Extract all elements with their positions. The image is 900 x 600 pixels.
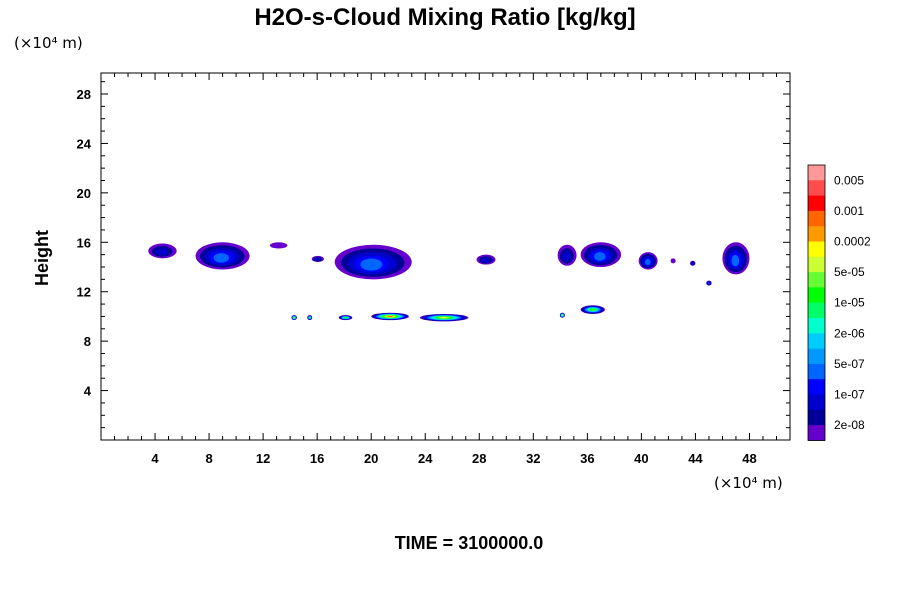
x-tick-label: 20 bbox=[364, 451, 378, 466]
upper-cloud-blob bbox=[195, 242, 250, 270]
x-tick-label: 12 bbox=[256, 451, 270, 466]
x-axis-unit: (×10⁴ m) bbox=[714, 474, 783, 492]
colorbar-swatch bbox=[808, 195, 825, 212]
colorbar-swatch bbox=[808, 394, 825, 411]
contour-band bbox=[481, 257, 490, 263]
y-tick-label: 16 bbox=[77, 235, 91, 250]
lower-cloud-blob bbox=[307, 315, 313, 321]
colorbar-swatch bbox=[808, 409, 825, 426]
upper-cloud-blob bbox=[334, 244, 412, 280]
time-label: TIME = 3100000.0 bbox=[395, 533, 544, 553]
upper-cloud-blob bbox=[670, 258, 676, 264]
y-tick-label: 20 bbox=[77, 186, 91, 201]
colorbar-swatch bbox=[808, 348, 825, 365]
y-tick-label: 24 bbox=[77, 136, 92, 151]
contour-band bbox=[155, 248, 169, 256]
colorbar-swatch bbox=[808, 363, 825, 380]
contour-band bbox=[670, 258, 676, 264]
lower-cloud-blob bbox=[419, 313, 469, 322]
lower-cloud-blob bbox=[559, 312, 565, 318]
contour-band bbox=[594, 252, 606, 261]
contour-band bbox=[213, 253, 230, 263]
cloud-contours bbox=[148, 242, 750, 322]
colorbar-label: 1e-07 bbox=[834, 388, 865, 402]
contour-band bbox=[441, 317, 448, 319]
upper-cloud-blob bbox=[706, 280, 712, 286]
upper-cloud-blob bbox=[311, 255, 324, 263]
x-tick-label: 32 bbox=[526, 451, 540, 466]
x-tick-label: 4 bbox=[151, 451, 159, 466]
lower-cloud-blob bbox=[580, 305, 605, 314]
upper-cloud-blob bbox=[557, 244, 577, 266]
colorbar-swatch bbox=[808, 180, 825, 196]
contour-band bbox=[293, 317, 295, 318]
y-axis-label: Height bbox=[32, 230, 52, 286]
colorbar-frame bbox=[807, 164, 826, 441]
upper-cloud-blob bbox=[269, 242, 288, 249]
upper-cloud-blob bbox=[476, 254, 496, 265]
contour-band bbox=[388, 316, 393, 317]
contour-band bbox=[309, 317, 311, 319]
contour-band bbox=[708, 282, 710, 285]
colorbar-swatch bbox=[808, 425, 825, 441]
colorbar-swatch bbox=[808, 302, 825, 319]
x-tick-label: 36 bbox=[580, 451, 594, 466]
colorbar-swatch bbox=[808, 287, 825, 304]
contour-band bbox=[360, 258, 383, 271]
colorbar-label: 5e-07 bbox=[834, 357, 865, 371]
contour-band bbox=[591, 309, 595, 311]
upper-cloud-blob bbox=[690, 260, 696, 266]
lower-cloud-blob bbox=[338, 315, 353, 321]
chart-title: H2O-s-Cloud Mixing Ratio [kg/kg] bbox=[254, 4, 635, 31]
colorbar-swatch bbox=[808, 379, 825, 395]
colorbar: 0.005 0.001 0.0002 5e-05 1e-05 2e-06 5e-07 1e-0… bbox=[807, 164, 871, 441]
colorbar-swatch bbox=[808, 165, 825, 181]
colorbar-swatch bbox=[808, 241, 825, 258]
x-axis: 4 8 12 16 20 24 28 32 36 40 44 48 bbox=[114, 73, 777, 466]
upper-cloud-blob bbox=[580, 242, 622, 268]
colorbar-swatch bbox=[808, 318, 825, 334]
y-tick-label: 12 bbox=[77, 285, 91, 300]
contour-band bbox=[731, 255, 740, 267]
colorbar-swatch bbox=[808, 210, 825, 227]
colorbar-swatch bbox=[808, 272, 825, 288]
contour-band bbox=[269, 242, 288, 249]
contour-band bbox=[562, 314, 563, 316]
y-tick-label: 4 bbox=[84, 384, 92, 399]
lower-cloud-blob bbox=[291, 315, 297, 321]
colorbar-label: 5e-05 bbox=[834, 265, 865, 279]
lower-cloud-blob bbox=[371, 312, 410, 321]
upper-cloud-blob bbox=[148, 243, 177, 259]
x-tick-label: 16 bbox=[310, 451, 324, 466]
y-axis: 4 8 12 16 20 24 28 bbox=[77, 81, 790, 429]
colorbar-label: 2e-08 bbox=[834, 418, 865, 432]
colorbar-label: 0.001 bbox=[834, 204, 864, 218]
colorbar-swatch bbox=[808, 333, 825, 349]
contour-band bbox=[644, 259, 651, 266]
upper-cloud-blob bbox=[638, 252, 658, 270]
x-tick-label: 44 bbox=[688, 451, 703, 466]
upper-cloud-blob bbox=[722, 242, 750, 275]
colorbar-label: 0.005 bbox=[834, 173, 864, 187]
colorbar-label: 1e-05 bbox=[834, 296, 865, 310]
y-axis-unit: (×10⁴ m) bbox=[14, 34, 83, 52]
x-tick-label: 48 bbox=[742, 451, 756, 466]
x-tick-label: 8 bbox=[205, 451, 212, 466]
x-tick-label: 40 bbox=[634, 451, 648, 466]
contour-band bbox=[314, 257, 321, 261]
plot-frame bbox=[100, 72, 791, 441]
x-tick-label: 24 bbox=[418, 451, 433, 466]
y-tick-label: 28 bbox=[77, 87, 91, 102]
colorbar-swatch bbox=[808, 226, 825, 242]
contour-band bbox=[562, 251, 571, 262]
colorbar-swatch bbox=[808, 256, 825, 273]
x-tick-label: 28 bbox=[472, 451, 486, 466]
colorbar-label: 0.0002 bbox=[834, 235, 871, 249]
contour-band bbox=[344, 317, 347, 319]
contour-band bbox=[691, 262, 694, 265]
y-tick-label: 8 bbox=[84, 334, 91, 349]
colorbar-label: 2e-06 bbox=[834, 326, 865, 340]
